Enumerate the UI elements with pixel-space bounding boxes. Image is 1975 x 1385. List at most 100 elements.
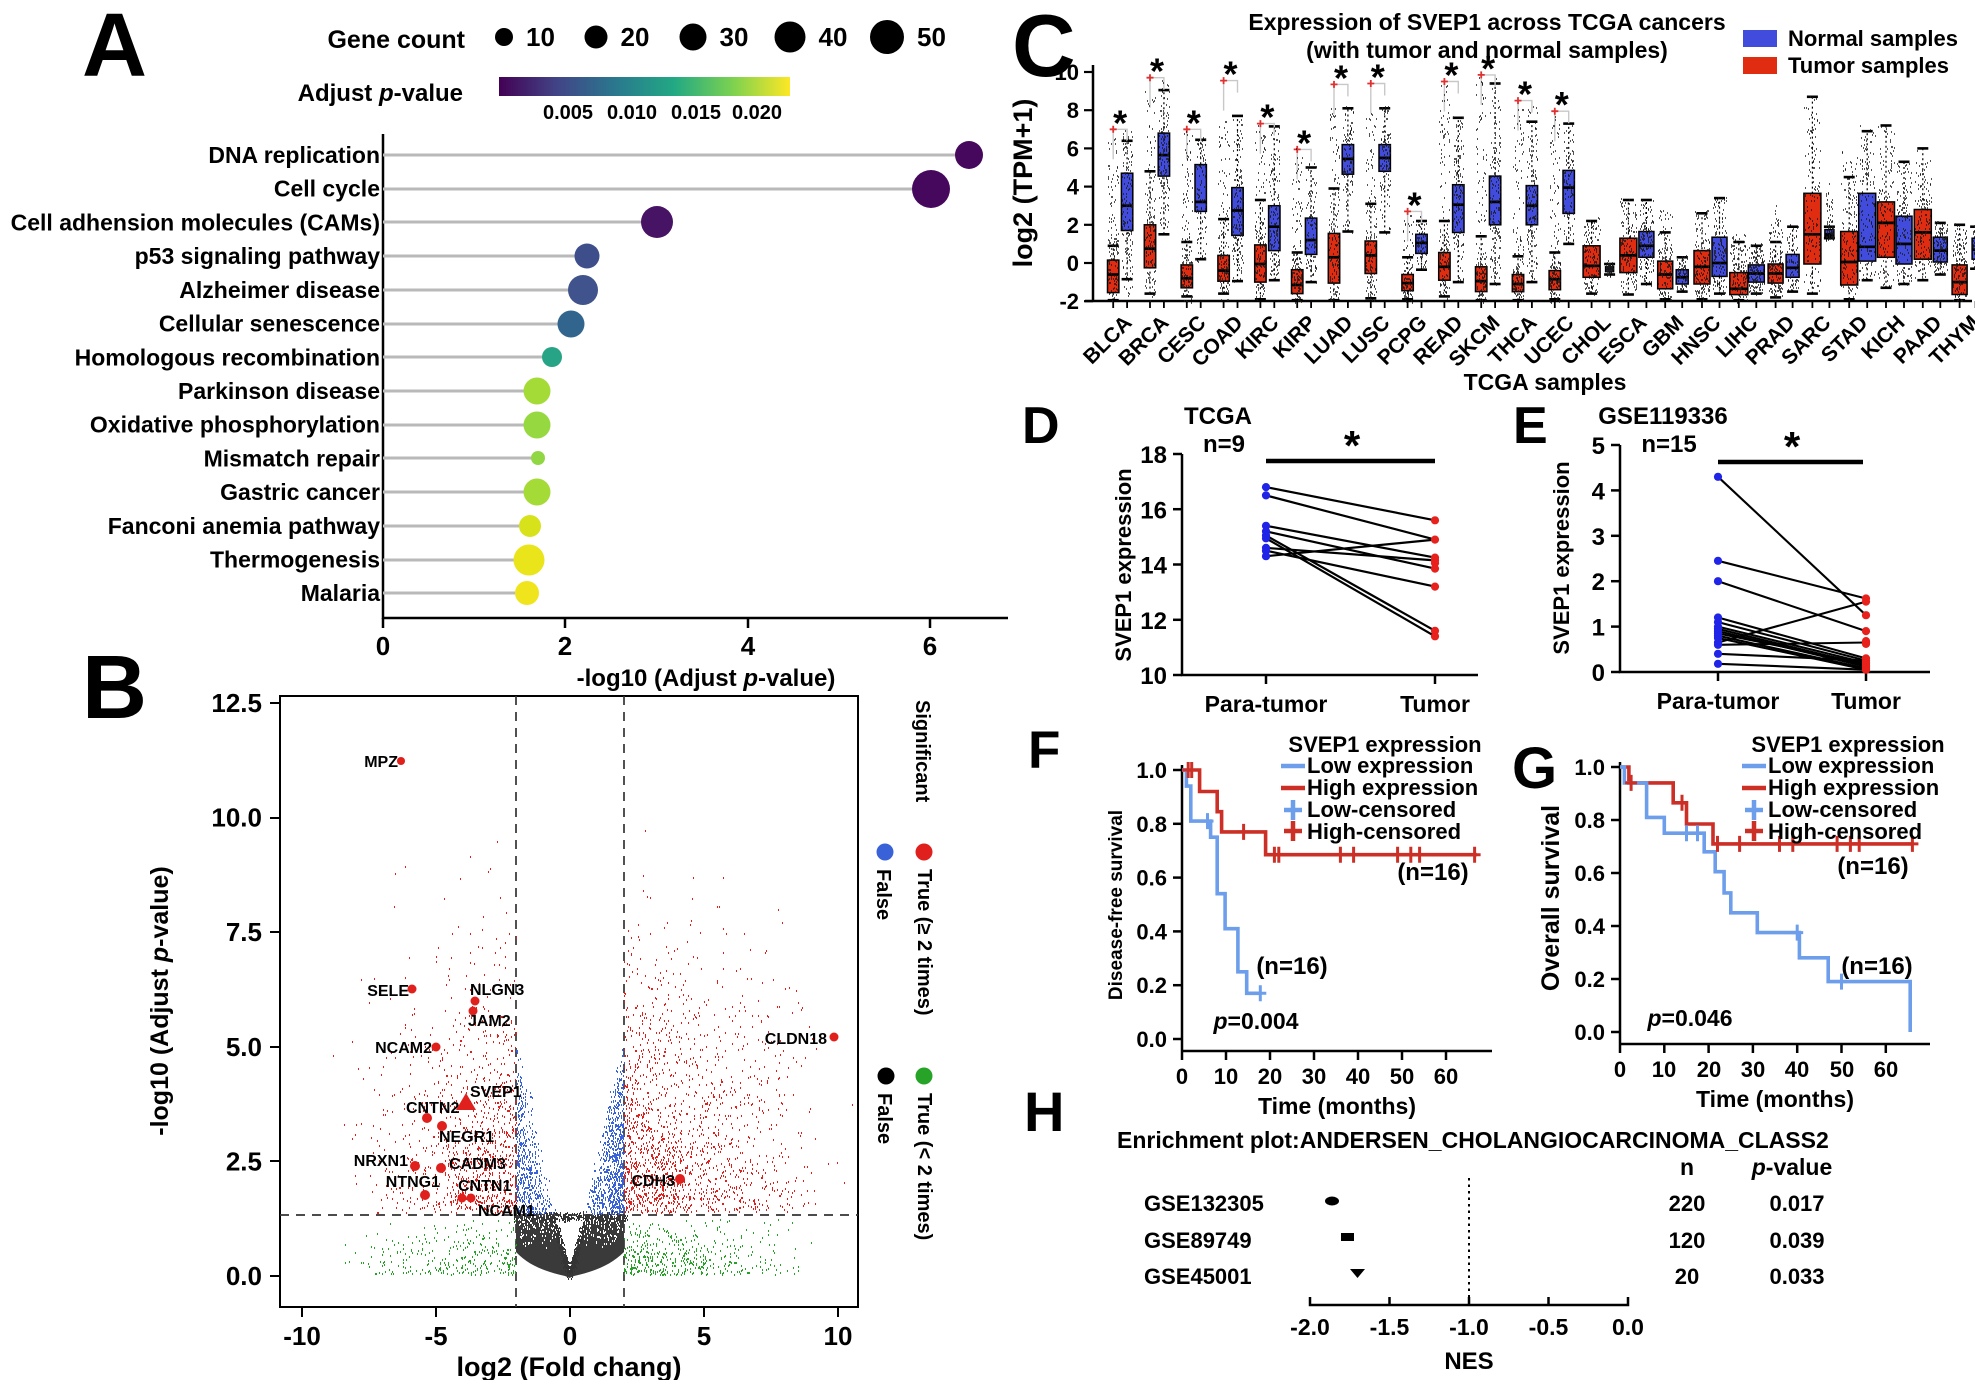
svg-text:-2.0: -2.0 [1290,1314,1330,1340]
svg-text:(n=16): (n=16) [1397,859,1468,886]
svg-text:0: 0 [1592,660,1605,687]
svg-text:Time (months): Time (months) [1696,1086,1854,1112]
svg-text:0.010: 0.010 [607,102,657,124]
svg-text:10: 10 [1140,663,1167,690]
svg-text:Para-tumor: Para-tumor [1657,688,1780,714]
svg-text:50: 50 [917,22,946,52]
svg-text:1.0: 1.0 [1136,758,1167,783]
svg-text:H: H [1024,1080,1064,1143]
svg-text:DNA replication: DNA replication [208,142,380,168]
svg-text:Low-censored: Low-censored [1307,797,1456,822]
svg-text:CDH3: CDH3 [631,1173,675,1190]
svg-text:0: 0 [1067,251,1079,276]
svg-text:-10: -10 [283,1321,321,1351]
svg-text:*: * [1260,97,1274,138]
svg-text:-log10 (Adjust p-value): -log10 (Adjust p-value) [146,866,174,1135]
svg-text:TCGA samples: TCGA samples [1464,369,1627,395]
svg-text:2: 2 [1067,213,1079,238]
svg-text:CLDN18: CLDN18 [765,1031,827,1048]
svg-text:Oxidative phosphorylation: Oxidative phosphorylation [90,412,380,438]
svg-text:0.6: 0.6 [1136,866,1167,891]
svg-text:Normal samples: Normal samples [1788,26,1958,51]
svg-text:SVEP1 expression: SVEP1 expression [1288,732,1481,757]
svg-text:Thermogenesis: Thermogenesis [210,547,380,573]
svg-text:*: * [1150,51,1164,92]
svg-text:Low-censored: Low-censored [1768,797,1917,822]
svg-text:Enrichment plot:ANDERSEN_CHOLA: Enrichment plot:ANDERSEN_CHOLANGIOCARCIN… [1117,1127,1829,1153]
svg-text:0.2: 0.2 [1136,973,1167,998]
svg-text:High-censored: High-censored [1768,819,1922,844]
svg-text:High-censored: High-censored [1307,819,1461,844]
svg-text:16: 16 [1140,497,1167,524]
svg-text:4: 4 [741,631,756,661]
svg-text:0: 0 [376,631,390,661]
svg-text:High expression: High expression [1768,775,1939,800]
svg-text:NLGN3: NLGN3 [470,982,524,999]
svg-text:G: G [1512,736,1557,801]
svg-text:D: D [1022,397,1060,455]
svg-text:5: 5 [1592,433,1605,460]
svg-text:Time (months): Time (months) [1258,1093,1416,1119]
svg-text:*: * [1555,84,1569,125]
svg-text:7.5: 7.5 [226,917,262,947]
svg-text:1: 1 [1592,615,1605,642]
svg-text:NTNG1: NTNG1 [386,1174,440,1191]
svg-text:10: 10 [1652,1057,1676,1082]
svg-text:5: 5 [697,1321,711,1351]
svg-text:20: 20 [1675,1264,1699,1289]
svg-text:(n=16): (n=16) [1837,853,1908,880]
svg-text:0.020: 0.020 [732,102,782,124]
svg-text:log2 (Fold chang): log2 (Fold chang) [457,1352,682,1380]
svg-text:*: * [1444,55,1458,96]
svg-text:p-value: p-value [1751,1154,1833,1180]
svg-text:Significant: Significant [911,700,933,803]
svg-text:F: F [1028,721,1060,780]
svg-text:Low expression: Low expression [1768,753,1934,778]
svg-text:0.0: 0.0 [1612,1314,1644,1340]
svg-text:Tumor: Tumor [1400,691,1470,717]
svg-text:JAM2: JAM2 [468,1013,511,1030]
svg-text:*: * [1518,74,1532,115]
svg-text:True (≥ 2 times): True (≥ 2 times) [913,869,935,1016]
svg-text:NCAM1: NCAM1 [478,1203,535,1220]
svg-text:E: E [1513,397,1548,455]
svg-text:0.005: 0.005 [543,102,593,124]
svg-text:220: 220 [1669,1191,1706,1216]
svg-text:0: 0 [1176,1064,1188,1089]
svg-text:CNTN1: CNTN1 [458,1178,511,1195]
svg-text:12: 12 [1140,608,1167,635]
svg-text:MPZ: MPZ [364,754,398,771]
svg-text:10: 10 [1214,1064,1238,1089]
svg-text:*: * [1408,184,1422,225]
svg-text:(n=16): (n=16) [1841,953,1912,980]
svg-text:Para-tumor: Para-tumor [1205,691,1328,717]
svg-text:GSE119336: GSE119336 [1598,403,1727,430]
svg-text:30: 30 [1302,1064,1326,1089]
svg-text:*: * [1371,56,1385,97]
svg-text:*: * [1297,122,1311,163]
svg-text:0.6: 0.6 [1574,861,1605,886]
svg-text:2: 2 [558,631,572,661]
svg-text:3: 3 [1592,524,1605,551]
svg-text:Parkinson disease: Parkinson disease [178,378,380,404]
svg-text:Fanconi anemia pathway: Fanconi anemia pathway [108,513,380,539]
svg-text:GSE45001: GSE45001 [1144,1264,1252,1289]
svg-text:p=0.004: p=0.004 [1212,1008,1298,1034]
svg-text:GSE89749: GSE89749 [1144,1228,1252,1253]
svg-text:-2: -2 [1059,289,1079,314]
svg-text:B: B [82,638,147,738]
svg-text:NEGR1: NEGR1 [439,1129,494,1146]
svg-text:p53 signaling pathway: p53 signaling pathway [135,243,381,269]
svg-text:20: 20 [1258,1064,1282,1089]
svg-text:40: 40 [1346,1064,1370,1089]
svg-text:SVEP1 expression: SVEP1 expression [1111,468,1136,661]
svg-text:False: False [872,869,894,920]
svg-text:C: C [1012,0,1076,95]
svg-text:20: 20 [621,22,650,52]
svg-text:Alzheimer disease: Alzheimer disease [179,277,380,303]
svg-text:*: * [1481,48,1495,89]
svg-text:*: * [1187,102,1201,143]
svg-text:Malaria: Malaria [301,580,380,606]
svg-text:40: 40 [1785,1057,1809,1082]
svg-text:0.0: 0.0 [1136,1027,1167,1052]
